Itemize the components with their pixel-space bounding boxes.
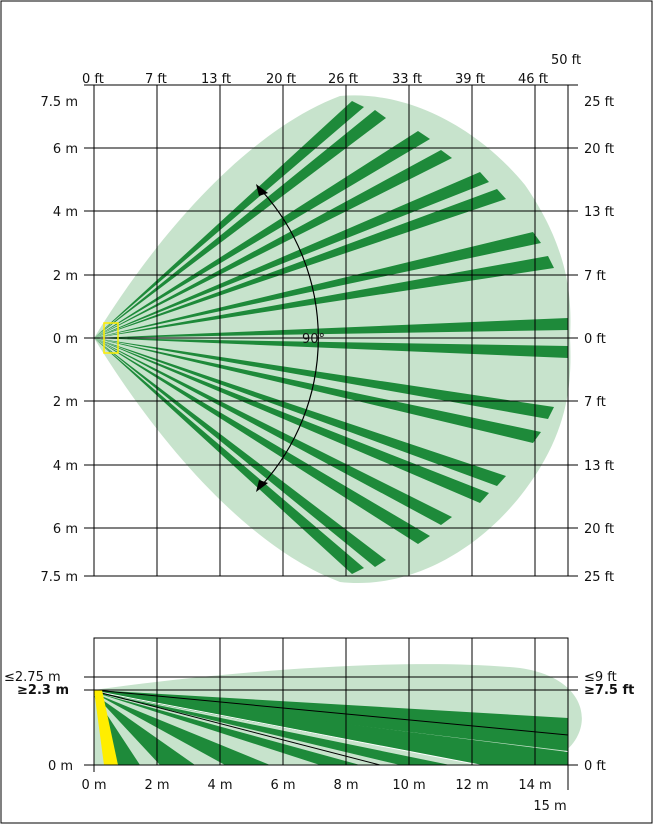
side-right-top-label: ≤9 ft [584, 670, 617, 685]
beam [94, 189, 506, 338]
sensor-look-down-zone [94, 690, 118, 765]
ft-label: 7 ft [584, 269, 606, 284]
m-label: 2 m [144, 778, 169, 793]
side-beam-lines [93, 689, 569, 766]
m-label: 4 m [53, 205, 78, 220]
beam [94, 338, 554, 419]
beam [94, 232, 541, 338]
angle-label: 90° [302, 332, 325, 347]
right-ft-labels: 25 ft 20 ft 13 ft 7 ft 0 ft 7 ft 13 ft 2… [584, 95, 614, 585]
side-left-bottom-label: 0 m [48, 759, 73, 774]
beam [94, 694, 195, 765]
m-label: 7.5 m [41, 95, 78, 110]
m-label: 6 m [270, 778, 295, 793]
side-right-mount-label: ≥7.5 ft [584, 683, 634, 698]
m-label: 12 m [455, 778, 488, 793]
m-label: 0 m [81, 778, 106, 793]
arrow-up-icon [256, 184, 268, 196]
beam [94, 101, 364, 338]
beam [94, 150, 452, 338]
side-grid [84, 637, 578, 790]
m-label: 8 m [333, 778, 358, 793]
side-left-mount-label: ≥2.3 m [17, 683, 69, 698]
side-right-bottom-label: 0 ft [584, 759, 606, 774]
beam [94, 338, 541, 443]
beam [94, 690, 568, 751]
beam [94, 692, 450, 765]
beam [94, 338, 568, 358]
m-label: 7.5 m [41, 570, 78, 585]
top-grid [84, 84, 578, 577]
ft-label: 25 ft [584, 95, 614, 110]
ft-label: 46 ft [518, 72, 548, 87]
beam [94, 338, 489, 503]
m-label: 4 m [53, 459, 78, 474]
ft-label: 20 ft [584, 522, 614, 537]
m-label: 4 m [207, 778, 232, 793]
left-m-labels: 7.5 m 6 m 4 m 2 m 0 m 2 m 4 m 6 m 7.5 m [41, 95, 78, 585]
side-beams [94, 690, 568, 765]
side-left-top-label: ≤2.75 m [4, 670, 61, 685]
arrow-down-icon [256, 480, 268, 492]
ft-label: 26 ft [328, 72, 358, 87]
ft-label: 20 ft [584, 142, 614, 157]
beam [94, 338, 452, 525]
sensor-marker [103, 322, 119, 354]
m-label: 10 m [392, 778, 425, 793]
ft-label: 13 ft [584, 459, 614, 474]
ft-label: 7 ft [145, 72, 167, 87]
beam [94, 110, 386, 338]
ft-label: 39 ft [455, 72, 485, 87]
beam [94, 692, 360, 765]
m-label: 0 m [53, 332, 78, 347]
ft-label: 33 ft [392, 72, 422, 87]
ft-label: 0 ft [82, 72, 104, 87]
m-label: 2 m [53, 269, 78, 284]
m-label: 6 m [53, 142, 78, 157]
side-bottom-m-labels: 0 m 2 m 4 m 6 m 8 m 10 m 12 m 14 m 15 m [81, 778, 566, 814]
side-view: ≤2.75 m ≥2.3 m 0 m ≤9 ft ≥7.5 ft 0 ft 0 … [4, 637, 634, 814]
beam [94, 172, 489, 338]
beam [94, 338, 386, 567]
ft-label: 13 ft [201, 72, 231, 87]
beam [94, 338, 506, 486]
top-ft-labels: 0 ft 7 ft 13 ft 20 ft 26 ft 33 ft 39 ft … [82, 53, 581, 87]
m-label-extra: 15 m [533, 799, 566, 814]
beam [94, 692, 568, 765]
m-label: 14 m [518, 778, 551, 793]
ft-label: 0 ft [584, 332, 606, 347]
ft-label: 25 ft [584, 570, 614, 585]
beam [94, 318, 568, 338]
ft-label: 20 ft [266, 72, 296, 87]
angle-indicator [256, 184, 319, 492]
beam [94, 338, 364, 574]
m-label: 2 m [53, 395, 78, 410]
beam [94, 256, 554, 338]
ft-label: 13 ft [584, 205, 614, 220]
m-label: 6 m [53, 522, 78, 537]
ft-label: 7 ft [584, 395, 606, 410]
beam [94, 693, 270, 765]
ft-label-extra: 50 ft [551, 53, 581, 68]
top-view: 90° 0 ft 7 ft 13 ft 20 ft 26 ft 33 ft 39… [41, 53, 615, 585]
